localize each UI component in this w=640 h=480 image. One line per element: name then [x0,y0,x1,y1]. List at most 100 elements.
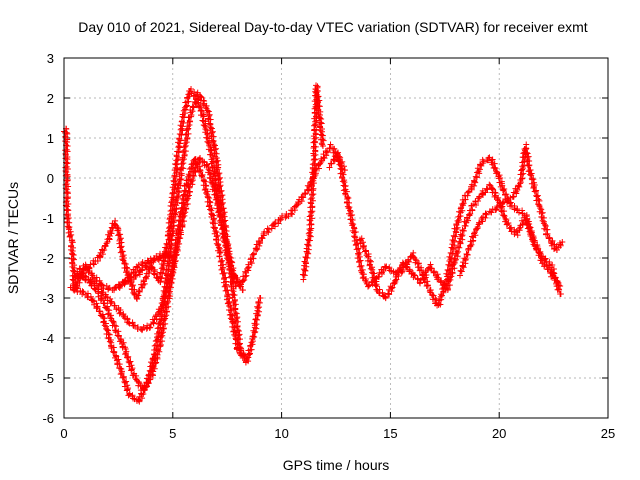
data-point [351,233,358,240]
data-point [185,91,192,98]
data-point [154,347,161,354]
data-point [233,278,240,285]
data-point [535,245,542,252]
data-point [172,177,179,184]
data-point [356,263,363,270]
data-point [206,111,213,118]
data-point [97,297,104,304]
data-point [89,297,96,304]
data-point [556,286,563,293]
data-point [317,119,324,126]
data-point [402,263,409,270]
data-point [120,254,127,261]
data-point [302,254,309,261]
data-point [74,289,81,296]
data-point [187,118,194,125]
data-point [530,183,537,190]
data-point [486,154,493,161]
data-point [456,238,463,245]
data-point [480,214,487,221]
data-point [127,358,134,365]
y-tick-label: -5 [42,371,54,386]
data-point [139,284,146,291]
data-point [285,213,292,220]
data-point [482,210,489,217]
data-point [106,307,113,314]
data-point [120,339,127,346]
data-point [457,212,464,219]
data-point [196,155,203,162]
data-point [309,161,316,168]
data-point [319,143,326,149]
data-point [114,332,121,339]
data-point [180,107,187,114]
data-point [464,215,471,222]
data-point [218,266,225,273]
data-point [128,366,135,373]
data-point [127,277,134,284]
data-point [209,128,216,135]
data-point [370,270,377,277]
data-point [327,160,334,167]
data-point [468,233,475,240]
data-point [451,265,458,272]
data-point [98,288,105,295]
data-point [219,257,226,264]
data-point [87,278,94,285]
data-point [175,143,182,150]
data-point [360,243,367,250]
data-point [426,288,433,295]
data-point [367,265,374,272]
data-point [150,270,157,277]
data-point [385,290,392,297]
data-point [107,300,114,307]
data-point [157,274,164,281]
data-point [231,324,238,331]
data-point [107,229,114,236]
x-tick-label: 20 [492,426,506,441]
data-point [116,361,123,368]
data-point [70,255,77,262]
data-point [459,226,466,233]
data-point [93,278,100,285]
data-point [217,213,224,220]
data-point [478,191,485,198]
data-point [486,181,493,188]
data-point [525,162,532,169]
data-point [452,228,459,235]
data-point [324,149,331,156]
data-point [135,396,142,403]
data-point [277,217,284,224]
data-point [203,182,210,189]
data-point [183,103,190,110]
data-point [371,278,378,285]
data-point [382,295,389,302]
data-point [157,254,164,261]
y-tick-label: -1 [42,211,54,226]
data-point [341,179,348,186]
data-point [69,251,76,258]
data-point [142,274,149,281]
data-point [104,326,111,333]
data-point [117,249,124,256]
data-point [435,274,442,281]
data-point [277,216,284,223]
data-point [528,229,535,236]
y-tick-label: -4 [42,331,54,346]
data-point [216,213,223,220]
data-point [124,354,131,361]
x-axis-label: GPS time / hours [283,457,390,473]
data-point [248,346,255,353]
data-point [361,248,368,255]
data-point [530,176,537,183]
data-point [367,258,374,265]
data-point [207,206,214,213]
data-point [136,288,143,295]
data-point [531,188,538,195]
data-point [311,156,318,163]
data-point [489,156,496,163]
x-tick-label: 0 [60,426,67,441]
data-point [497,203,504,210]
y-tick-label: 2 [47,91,54,106]
data-point [163,250,170,257]
